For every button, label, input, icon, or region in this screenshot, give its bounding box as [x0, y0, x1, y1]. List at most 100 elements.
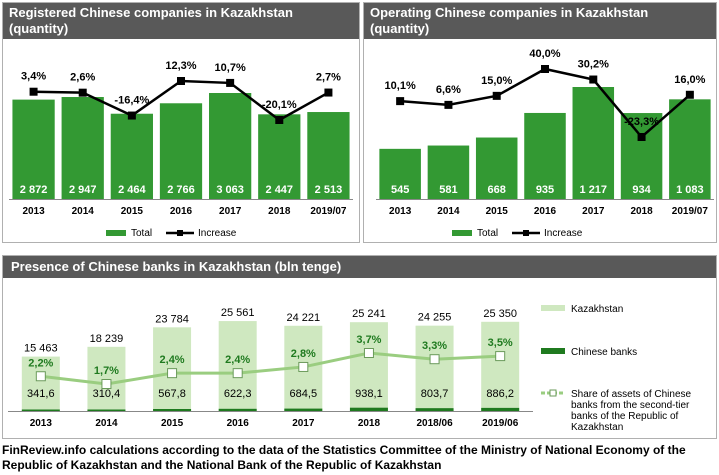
operating-companies-subtitle: (quantity) [370, 21, 430, 36]
x-tick-label: 2016 [534, 206, 557, 217]
chinese-banks-value-label: 938,1 [355, 388, 383, 400]
legend-increase-label: Increase [198, 228, 237, 239]
increase-label: 30,2% [578, 59, 609, 71]
increase-label: 10,1% [385, 80, 416, 92]
x-tick-label: 2013 [22, 206, 45, 217]
bar-chinese-banks [87, 409, 126, 411]
bar-total [12, 99, 55, 199]
bar-chinese-banks [218, 408, 257, 411]
increase-marker [589, 75, 598, 84]
share-label: 2,4% [160, 354, 185, 366]
bar-total [620, 113, 663, 199]
registered-companies-title: Registered Chinese companies in Kazakhst… [9, 5, 293, 20]
increase-marker [29, 87, 38, 96]
bar-chinese-banks [153, 409, 192, 411]
increase-label: 40,0% [529, 48, 560, 60]
bar-value-label: 2 513 [315, 184, 343, 196]
bar-value-label: 668 [488, 184, 506, 196]
chinese-banks-value-label: 341,6 [27, 388, 55, 400]
x-tick-label: 2013 [389, 206, 412, 217]
share-marker [35, 371, 46, 382]
x-tick-label: 2017 [582, 206, 605, 217]
legend-total-label: Total [131, 228, 152, 239]
chinese-banks-value-label: 803,7 [421, 388, 449, 400]
kazakhstan-value-label: 25 350 [483, 308, 517, 320]
chinese-banks-value-label: 567,8 [158, 388, 186, 400]
share-marker [232, 368, 243, 379]
kazakhstan-value-label: 15 463 [24, 343, 58, 355]
increase-marker [275, 116, 284, 124]
legend-share-label-line: Kazakhstan [571, 422, 623, 433]
operating-companies-panel: Operating Chinese companies in Kazakhsta… [363, 2, 717, 243]
kazakhstan-value-label: 18 239 [90, 333, 124, 345]
registered-companies-chart: 2 872 2013 2 947 2014 2 464 2015 2 766 2016 3 06… [9, 60, 353, 239]
legend-chinese-banks-label: Chinese banks [571, 347, 637, 358]
operating-companies-title: Operating Chinese companies in Kazakhsta… [370, 5, 649, 20]
x-tick-label: 2018 [630, 206, 653, 217]
registered-companies-panel: Registered Chinese companies in Kazakhst… [2, 2, 360, 243]
legend-kazakhstan-swatch [541, 305, 565, 311]
kazakhstan-value-label: 24 255 [418, 312, 452, 324]
x-tick-label: 2016 [170, 206, 193, 217]
increase-label: 2,6% [70, 72, 95, 84]
x-tick-label: 2015 [486, 206, 509, 217]
bar-value-label: 545 [391, 184, 409, 196]
registered-companies-subtitle: (quantity) [9, 21, 69, 36]
increase-marker [541, 65, 549, 73]
increase-marker [226, 78, 235, 87]
share-marker [101, 379, 112, 389]
operating-companies-chart: 545 2013 581 2014 668 2015 935 2016 1 217 2017 934… [376, 48, 714, 239]
source-footnote: FinReview.info calculations according to… [2, 443, 686, 472]
x-tick-label: 2019/06 [482, 418, 519, 429]
share-label: 2,2% [28, 357, 53, 369]
chinese-banks-chart: 15 463 341,6 2013 18 239 310,4 2014 23 784 567,… [8, 304, 692, 433]
share-marker [495, 351, 506, 362]
bar-value-label: 2 447 [266, 184, 294, 196]
share-label: 2,8% [291, 348, 316, 360]
x-tick-label: 2018 [268, 206, 291, 217]
bar-value-label: 935 [536, 184, 554, 196]
legend-share-label-line: banks of the Republic of [571, 411, 679, 422]
bar-total [379, 148, 421, 199]
increase-marker [127, 111, 136, 120]
bar-value-label: 1 217 [580, 184, 608, 196]
share-label: 3,5% [488, 337, 513, 349]
bar-chinese-banks [415, 408, 454, 411]
bar-total [209, 93, 252, 199]
x-tick-label: 2015 [161, 418, 184, 429]
increase-label: 6,6% [436, 84, 461, 96]
share-label: 3,3% [422, 340, 447, 352]
bar-chinese-banks [481, 407, 520, 411]
legend-share-label-line: banks from the second-tier [571, 400, 690, 411]
share-marker [363, 348, 374, 358]
x-tick-label: 2017 [219, 206, 242, 217]
kazakhstan-value-label: 25 241 [352, 308, 386, 320]
legend-increase-label: Increase [544, 228, 583, 239]
bar-total [258, 114, 301, 199]
bar-value-label: 934 [632, 184, 651, 196]
share-label: 3,7% [356, 334, 381, 346]
bar-kazakhstan [349, 322, 388, 411]
increase-marker [396, 97, 405, 106]
share-marker [167, 368, 178, 379]
bar-chinese-banks [21, 409, 60, 411]
bar-total [61, 97, 104, 199]
bar-total [475, 137, 518, 199]
share-label: 2,4% [225, 354, 250, 366]
x-tick-label: 2019/07 [672, 206, 709, 217]
x-tick-label: 2015 [121, 206, 144, 217]
x-tick-label: 2017 [292, 418, 315, 429]
increase-label: 16,0% [674, 74, 705, 86]
increase-label: 12,3% [165, 60, 196, 72]
bar-value-label: 3 063 [216, 184, 244, 196]
legend-share-label-line: Share of assets of Chinese [571, 389, 692, 400]
legend-total-label: Total [477, 228, 498, 239]
x-tick-label: 2013 [30, 418, 53, 429]
chinese-banks-value-label: 622,3 [224, 388, 252, 400]
increase-marker [78, 88, 87, 97]
x-tick-label: 2014 [437, 206, 460, 217]
x-tick-label: 2018 [358, 418, 381, 429]
bar-value-label: 2 766 [167, 184, 195, 196]
increase-label: 2,7% [316, 72, 341, 84]
bar-value-label: 581 [439, 184, 457, 196]
